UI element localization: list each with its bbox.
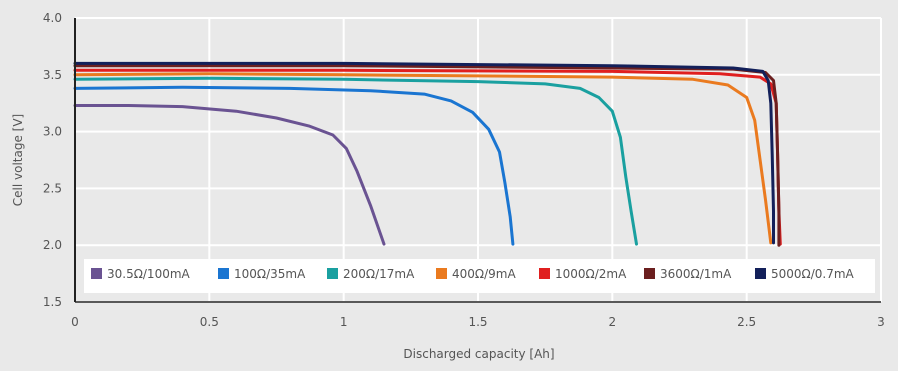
legend-swatch-1 (91, 268, 102, 279)
legend-label-4: 400Ω/9mA (452, 267, 516, 281)
series-line-1 (73, 104, 386, 246)
x-tick-label: 1.5 (468, 315, 487, 329)
legend-swatch-4 (436, 268, 447, 279)
legend-label-1: 30.5Ω/100mA (107, 267, 191, 281)
series-line-7 (73, 61, 775, 245)
y-tick-label: 2.5 (43, 181, 62, 195)
legend-label-3: 200Ω/17mA (343, 267, 415, 281)
y-tick-label: 2.0 (43, 238, 62, 252)
legend-swatch-5 (539, 268, 550, 279)
y-tick-label: 3.0 (43, 125, 62, 139)
x-tick-label: 0 (71, 315, 79, 329)
x-tick-label: 1 (340, 315, 348, 329)
series-line-6 (73, 64, 781, 247)
legend-label-7: 5000Ω/0.7mA (771, 267, 855, 281)
legend-swatch-7 (755, 268, 766, 279)
axes: 0 0.5 1 1.5 2 2.5 3 1.5 2.0 2.5 3.0 3.5 4.0 (43, 11, 885, 329)
series-line-3 (73, 76, 638, 246)
x-tick-label: 2.5 (737, 315, 756, 329)
legend-label-5: 1000Ω/2mA (555, 267, 627, 281)
legend-label-6: 3600Ω/1mA (660, 267, 732, 281)
series-line-4 (73, 72, 773, 245)
legend-swatch-3 (327, 268, 338, 279)
legend-swatch-6 (644, 268, 655, 279)
legend-box (84, 259, 875, 293)
y-tick-label: 3.5 (43, 68, 62, 82)
x-tick-label: 3 (877, 315, 885, 329)
series-line-2 (73, 85, 515, 246)
series-lines (73, 61, 782, 247)
x-tick-label: 0.5 (200, 315, 219, 329)
y-axis-title: Cell voltage [V] (11, 114, 25, 206)
legend: 30.5Ω/100mA 100Ω/35mA 200Ω/17mA 400Ω/9mA 100… (84, 259, 875, 293)
legend-label-2: 100Ω/35mA (234, 267, 306, 281)
y-tick-label: 1.5 (43, 295, 62, 309)
x-tick-label: 2 (609, 315, 617, 329)
legend-swatch-2 (218, 268, 229, 279)
y-tick-label: 4.0 (43, 11, 62, 25)
x-axis-title: Discharged capacity [Ah] (403, 347, 554, 361)
